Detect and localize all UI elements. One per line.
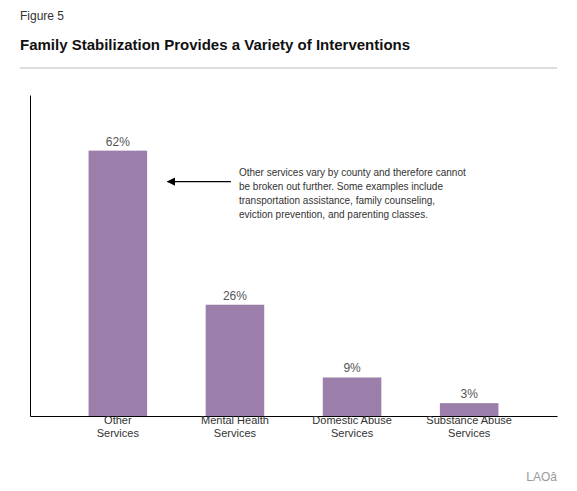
bars xyxy=(89,151,499,416)
x-tick: Domestic AbuseServices xyxy=(312,414,391,439)
bar xyxy=(89,151,148,416)
bar xyxy=(323,377,382,416)
x-tick-label: Mental HealthServices xyxy=(201,414,269,439)
logo: LAOâ xyxy=(526,470,557,484)
data-label: 26% xyxy=(223,289,247,303)
text-line: eviction prevention, and parenting class… xyxy=(239,209,428,220)
annotation-arrow xyxy=(168,181,231,182)
bar xyxy=(206,305,265,416)
x-tick-label: Substance AbuseServices xyxy=(426,414,512,439)
y-axis xyxy=(30,96,31,417)
figure-label: Figure 5 xyxy=(20,9,64,23)
text-line: Services xyxy=(214,427,257,439)
x-tick: OtherServices xyxy=(97,414,140,439)
annotation: Other services vary by county and theref… xyxy=(239,167,466,220)
text-line: Services xyxy=(97,427,140,439)
text-line: Other services vary by county and theref… xyxy=(239,167,466,178)
text-line: be broken out further. Some examples inc… xyxy=(239,181,443,192)
y-axis-line xyxy=(30,96,31,417)
bar xyxy=(440,403,499,416)
data-labels: 62% 26% 9% 3% xyxy=(106,135,478,402)
text-line: Services xyxy=(331,427,374,439)
title: Family Stabilization Provides a Variety … xyxy=(20,36,410,53)
data-label: 9% xyxy=(343,361,361,375)
text-line: Services xyxy=(448,427,491,439)
title-rule xyxy=(20,68,557,69)
x-axis: OtherServices Mental HealthServices Domest… xyxy=(31,414,558,439)
x-tick: Mental HealthServices xyxy=(201,414,269,439)
chart: Figure 5 Family Stabilization Provides a … xyxy=(0,0,577,491)
data-label: 3% xyxy=(460,387,478,401)
x-tick-label: Domestic AbuseServices xyxy=(312,414,391,439)
x-tick-label: OtherServices xyxy=(97,414,140,439)
x-tick: Substance AbuseServices xyxy=(426,414,512,439)
data-label: 62% xyxy=(106,135,130,149)
text-line: transportation assistance, family counse… xyxy=(239,195,435,206)
